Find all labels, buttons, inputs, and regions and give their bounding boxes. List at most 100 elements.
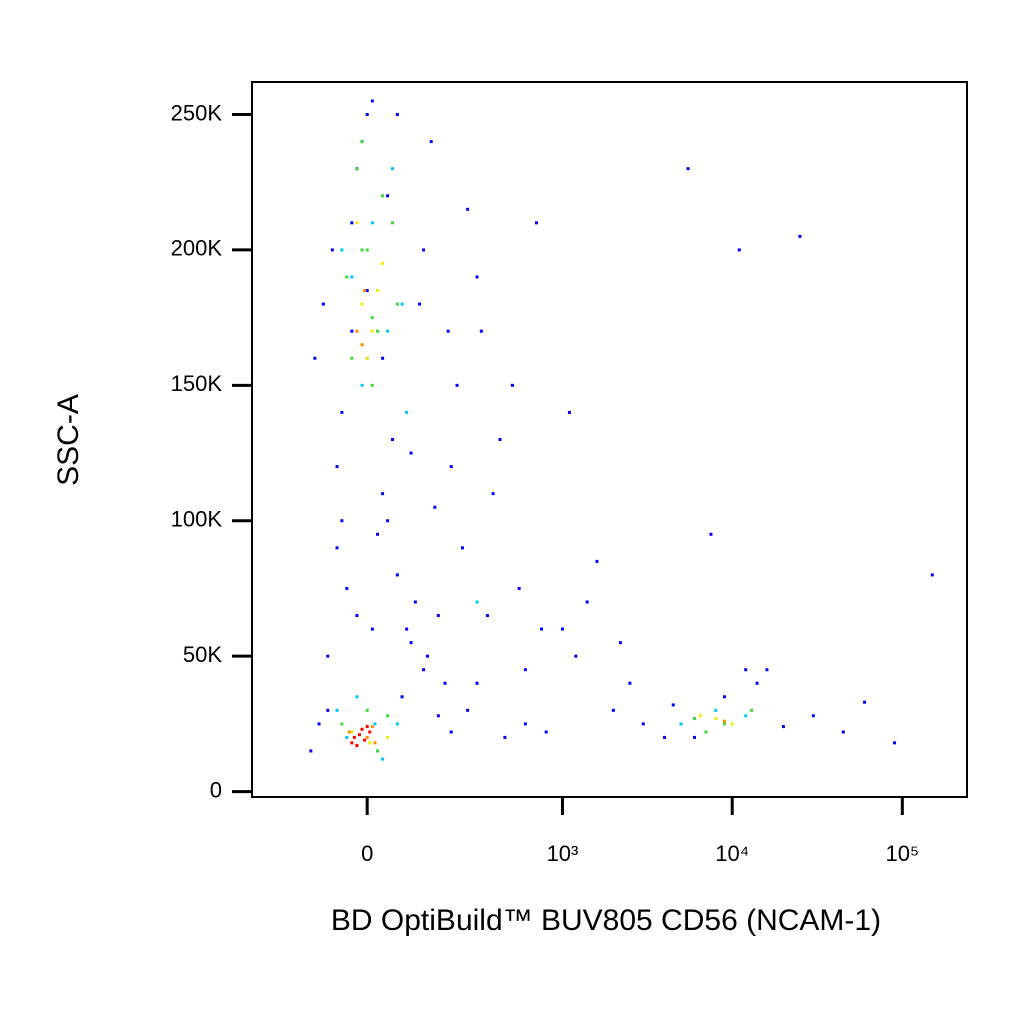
dot [692,716,696,720]
dot [381,356,385,360]
dot [370,316,374,320]
dot [370,329,374,333]
dot [347,730,351,734]
dot [641,722,645,726]
dot [345,275,349,279]
x-tick-label: 0 [361,841,373,866]
dot [365,113,369,116]
dot [611,708,615,712]
plot-frame [251,81,968,798]
dot [355,744,359,748]
dot [391,438,395,441]
dot [930,573,934,577]
dot [357,733,361,737]
dot [517,586,521,590]
dot [475,275,479,279]
dot [567,410,571,414]
dot [391,221,395,225]
dot [340,410,344,414]
dot [485,614,489,618]
dot [365,248,369,252]
dot [671,703,675,707]
dot [863,700,867,704]
dot [355,221,359,225]
dot [355,167,359,171]
dot [313,356,317,360]
dot [714,708,718,712]
dot [698,714,702,718]
dot [335,546,339,550]
dot [370,383,374,387]
dot [363,738,367,742]
dot [455,383,459,387]
dot [449,465,453,469]
dot [811,714,815,718]
dot [350,221,354,225]
dot [360,383,364,387]
dot [386,519,390,523]
dot [750,708,754,712]
dot [722,719,726,723]
dot [355,614,359,618]
dot [386,735,390,739]
dot [373,741,377,745]
dot [400,302,404,306]
dot [360,302,364,306]
dot [425,654,429,658]
dot [755,681,759,685]
dot [709,532,713,536]
dot [540,627,544,631]
dot [585,600,589,604]
dot [395,722,399,726]
dot [692,735,696,739]
dot [466,708,470,712]
dot [326,654,330,658]
dot [335,708,339,712]
dot [370,725,374,729]
dot [365,725,369,729]
dot [433,505,437,509]
dot [360,248,364,252]
dot [368,741,372,745]
dot [386,194,390,198]
dot [350,275,354,279]
dot [340,519,344,523]
dot [460,546,464,550]
dot [765,668,769,672]
dot [340,722,344,726]
dot [560,627,564,631]
dot [350,741,354,745]
dot [475,681,479,685]
dot [737,248,741,252]
dot [345,735,349,739]
dot [360,343,364,347]
dot [405,627,409,631]
y-tick-label: 200K [171,236,223,261]
dot [686,167,690,171]
dot [395,573,399,577]
dot [395,113,399,116]
dot [386,329,390,333]
dot [744,668,748,672]
dot [365,735,369,739]
dot [381,492,385,496]
dot [628,681,632,685]
dot [409,641,413,645]
dot [381,194,385,198]
dot [744,714,748,718]
dot [376,532,380,536]
dot [523,668,527,672]
dot [436,714,440,718]
dot [376,289,380,293]
x-tick-label: 10³ [547,841,579,866]
dot [350,356,354,360]
dot [376,329,380,333]
dot [326,708,330,712]
dot [370,99,374,103]
x-tick-label: 10⁴ [715,841,749,866]
x-axis-label: BD OptiBuild™ BUV805 CD56 (NCAM-1) [331,904,881,937]
dot [679,722,683,726]
dot [373,722,377,726]
dot [663,735,667,739]
